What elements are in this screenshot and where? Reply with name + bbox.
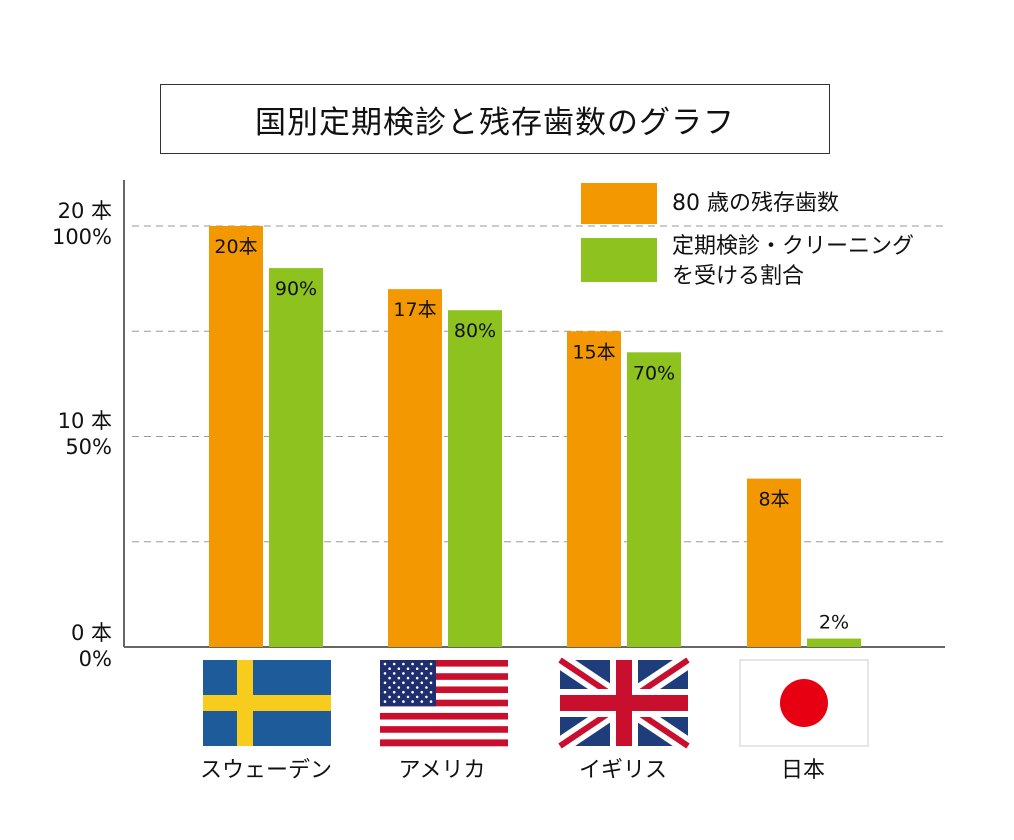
checkup-bar-3 — [807, 638, 861, 647]
legend-label-checkup: 定期検診・クリーニング を受ける割合 — [672, 234, 915, 289]
ytick-mid-count: 10 本 — [57, 409, 112, 433]
grid-lines — [132, 225, 945, 543]
category-label-sweden: スウェーデン — [199, 758, 332, 783]
ytick-top-count: 20 本 — [57, 199, 112, 223]
ytick-bottom-count: 0 本 — [70, 621, 112, 645]
japan-flag-icon — [739, 659, 869, 747]
teeth-bar-0 — [209, 226, 263, 647]
teeth-bar-1 — [388, 289, 442, 647]
teeth-bar-label-3: 8本 — [758, 489, 789, 511]
checkup-bar-label-3: 2% — [819, 612, 849, 634]
teeth-bar-label-2: 15本 — [572, 341, 615, 363]
checkup-bar-0 — [269, 268, 323, 647]
uk-flag-icon — [555, 652, 693, 754]
ytick-top: 20 本 100% — [2, 198, 112, 250]
checkup-bar-label-2: 70% — [633, 362, 675, 384]
ytick-top-percent: 100% — [51, 225, 112, 249]
bar-labels: 20本 17本 15本 8本 90% 80% 70% 2% — [214, 236, 849, 634]
teeth-bar-3 — [747, 478, 801, 647]
teeth-bar-label-0: 20本 — [214, 236, 257, 258]
ytick-bottom: 0 本 0% — [2, 620, 112, 672]
category-label-uk: イギリス — [578, 758, 667, 783]
checkup-bar-1 — [448, 310, 502, 647]
category-label-usa: アメリカ — [398, 758, 486, 783]
ytick-mid-percent: 50% — [65, 435, 112, 459]
ytick-bottom-percent: 0% — [78, 647, 112, 671]
legend — [581, 183, 657, 282]
category-label-japan: 日本 — [780, 758, 825, 783]
legend-swatch-checkup — [581, 238, 657, 282]
flags — [203, 652, 869, 754]
teeth-bar-label-1: 17本 — [393, 299, 436, 321]
checkup-bar-2 — [627, 352, 681, 647]
bars — [209, 226, 861, 647]
usa-flag-icon — [380, 660, 508, 747]
checkup-bar-label-0: 90% — [275, 278, 317, 300]
sweden-flag-icon — [203, 660, 331, 746]
checkup-bar-label-1: 80% — [454, 320, 496, 342]
legend-swatch-teeth — [581, 183, 657, 224]
legend-label-teeth: 80 歳の残存歯数 — [672, 191, 839, 216]
teeth-bar-2 — [567, 331, 621, 647]
ytick-mid: 10 本 50% — [2, 408, 112, 460]
chart-title: 国別定期検診と残存歯数のグラフ — [160, 84, 830, 154]
